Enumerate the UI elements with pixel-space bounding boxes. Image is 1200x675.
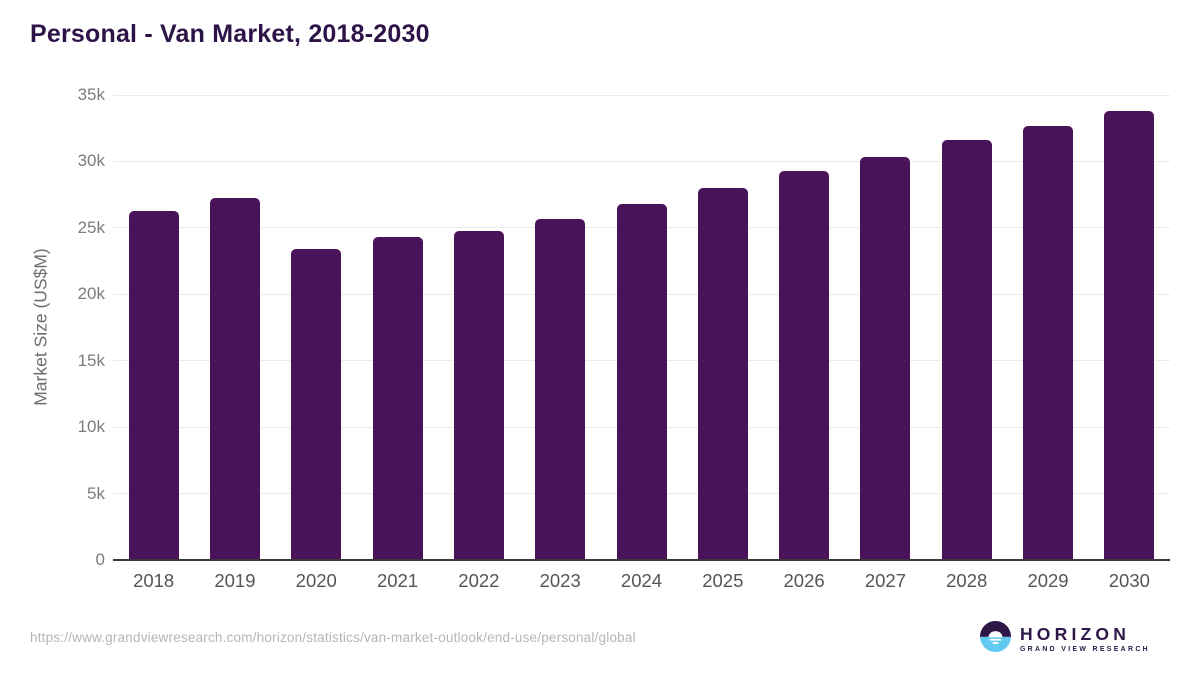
bar-2019[interactable] bbox=[209, 197, 260, 560]
bar-2025[interactable] bbox=[697, 188, 748, 560]
logo-text: HORIZON GRAND VIEW RESEARCH bbox=[1019, 624, 1150, 653]
x-tick-label-2030: 2030 bbox=[1108, 570, 1150, 591]
y-axis-title: Market Size (US$M) bbox=[30, 248, 51, 406]
bar-2018[interactable] bbox=[128, 210, 179, 560]
source-url: https://www.grandviewresearch.com/horizo… bbox=[30, 630, 636, 645]
x-tick-label-2027: 2027 bbox=[864, 570, 906, 591]
x-tick-label-2026: 2026 bbox=[783, 570, 825, 591]
bar-2020[interactable] bbox=[291, 249, 342, 560]
x-tick-label-2024: 2024 bbox=[620, 570, 663, 591]
y-tick-label-30k: 30k bbox=[77, 151, 105, 171]
x-tick-label-2029: 2029 bbox=[1027, 570, 1069, 591]
chart-title: Personal - Van Market, 2018-2030 bbox=[30, 20, 430, 48]
x-tick-label-2019: 2019 bbox=[214, 570, 256, 591]
y-tick-label-0: 0 bbox=[95, 550, 105, 569]
gridline-30k bbox=[113, 160, 1170, 162]
bar-2023[interactable] bbox=[535, 218, 586, 560]
x-tick-label-2022: 2022 bbox=[458, 570, 500, 591]
horizon-logo: HORIZON GRAND VIEW RESEARCH bbox=[979, 621, 1150, 657]
x-axis-line bbox=[113, 559, 1170, 561]
bar-2028[interactable] bbox=[941, 140, 992, 560]
bar-2029[interactable] bbox=[1023, 125, 1074, 560]
x-tick-label-2023: 2023 bbox=[539, 570, 581, 591]
y-tick-label-20k: 20k bbox=[77, 284, 105, 304]
bar-2021[interactable] bbox=[372, 237, 423, 560]
horizon-sunset-circle-icon bbox=[979, 621, 1011, 657]
x-tick-label-2018: 2018 bbox=[133, 570, 175, 591]
bar-2024[interactable] bbox=[616, 203, 667, 560]
logo-subtitle: GRAND VIEW RESEARCH bbox=[1019, 645, 1150, 653]
x-tick-label-2025: 2025 bbox=[702, 570, 744, 591]
x-tick-label-2021: 2021 bbox=[376, 570, 419, 591]
bar-2022[interactable] bbox=[453, 230, 504, 560]
y-tick-label-35k: 35k bbox=[77, 85, 105, 104]
logo-brand: HORIZON bbox=[1019, 624, 1131, 645]
y-tick-label-5k: 5k bbox=[87, 483, 105, 503]
x-tick-label-2020: 2020 bbox=[295, 570, 337, 591]
bar-2026[interactable] bbox=[779, 171, 830, 560]
gridline-35k bbox=[113, 94, 1170, 96]
y-tick-label-10k: 10k bbox=[77, 417, 105, 437]
bar-2030[interactable] bbox=[1104, 110, 1155, 560]
y-tick-label-25k: 25k bbox=[77, 217, 105, 237]
x-tick-label-2028: 2028 bbox=[946, 570, 988, 591]
y-tick-label-15k: 15k bbox=[77, 350, 105, 370]
bar-2027[interactable] bbox=[860, 156, 911, 560]
